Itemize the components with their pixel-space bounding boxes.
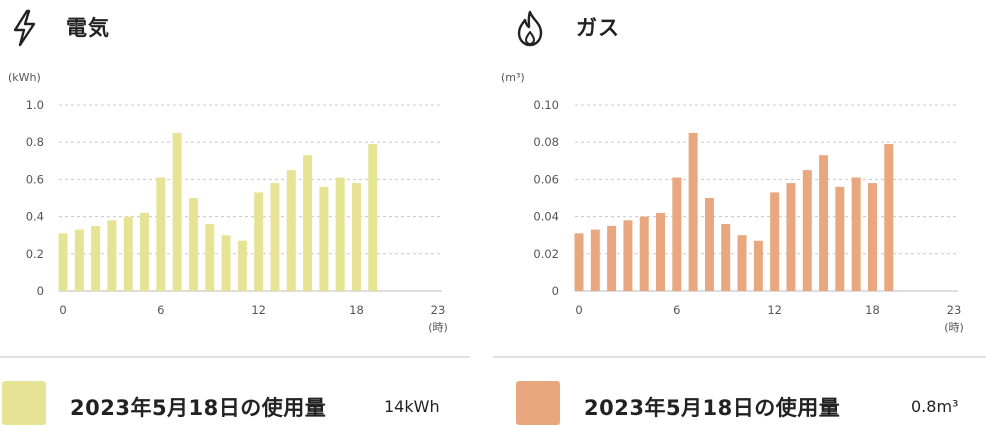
electricity-title: 電気 [66, 16, 110, 40]
y-tick-label: 0.02 [533, 247, 559, 261]
bar-hour-10 [737, 235, 747, 291]
x-tick-label: 0 [59, 303, 66, 317]
bar-hour-2 [607, 225, 617, 291]
y-tick-label: 1.0 [26, 98, 44, 112]
bar-hour-1 [590, 229, 600, 291]
bar-hour-1 [74, 229, 84, 291]
gas-panel: ガス (m³) 0 0.02 0.04 0.06 0.08 0.10 0 6 12 18 23 (時) … [493, 0, 986, 428]
gas-title: ガス [576, 16, 620, 40]
bar-hour-0 [574, 233, 584, 291]
y-tick-label: 0.04 [533, 210, 559, 224]
bar-hour-15 [819, 155, 829, 291]
bar-hour-4 [639, 216, 649, 291]
x-tick-label: 0 [575, 303, 582, 317]
gas-usage-value: 0.8m³ [911, 397, 959, 416]
bar-hour-3 [107, 220, 117, 291]
y-axis-unit: (kWh) [8, 71, 41, 84]
y-axis-unit: (m³) [501, 71, 525, 84]
x-axis-unit: (時) [428, 321, 448, 334]
x-axis-unit: (時) [944, 321, 964, 334]
bar-hour-19 [884, 144, 894, 291]
bar-hour-15 [303, 155, 313, 291]
flame-icon [515, 8, 545, 48]
bar-hour-18 [351, 183, 361, 291]
gas-chart: (m³) 0 0.02 0.04 0.06 0.08 0.10 0 6 12 18 23 (時) [501, 71, 964, 334]
x-tick-label: 18 [865, 303, 880, 317]
y-tick-label: 0.6 [26, 172, 44, 186]
x-tick-label: 23 [947, 303, 962, 317]
bar-hour-9 [205, 224, 215, 291]
bar-hour-16 [319, 186, 329, 291]
bar-hour-19 [368, 144, 378, 291]
y-tick-label: 0.08 [533, 135, 559, 149]
x-tick-label: 6 [673, 303, 680, 317]
x-tick-label: 18 [349, 303, 364, 317]
bar-hour-9 [721, 224, 731, 291]
electricity-swatch [2, 381, 46, 425]
electricity-chart: (kWh) 0 0.2 0.4 0.6 0.8 1.0 0 6 12 18 23 (時) [8, 71, 448, 334]
bar-hour-11 [237, 240, 247, 291]
lightning-icon [10, 8, 38, 48]
x-tick-label: 6 [157, 303, 164, 317]
x-tick-label: 12 [251, 303, 266, 317]
y-tick-label: 0.8 [26, 135, 44, 149]
bar-hour-5 [140, 212, 150, 291]
y-tick-label: 0.4 [26, 210, 44, 224]
gas-day-label: 2023年5月18日の使用量 [584, 396, 841, 420]
y-tick-label: 0.10 [533, 98, 559, 112]
bar-hour-6 [672, 177, 682, 291]
gas-swatch [516, 381, 560, 425]
bar-hour-5 [656, 212, 666, 291]
bar-hour-17 [851, 177, 861, 291]
divider [0, 356, 470, 358]
bar-hour-14 [286, 170, 296, 291]
bar-hour-3 [623, 220, 633, 291]
x-tick-label: 23 [431, 303, 446, 317]
y-tick-label: 0.06 [533, 172, 559, 186]
bar-hour-0 [58, 233, 68, 291]
bar-hour-2 [91, 225, 101, 291]
electricity-usage-value: 14kWh [384, 397, 440, 416]
bar-hour-13 [270, 183, 280, 291]
y-tick-label: 0.2 [26, 247, 44, 261]
bar-hour-13 [786, 183, 796, 291]
x-tick-label: 12 [767, 303, 782, 317]
electricity-day-label: 2023年5月18日の使用量 [70, 396, 327, 420]
bar-hour-17 [335, 177, 345, 291]
bar-hour-4 [123, 216, 133, 291]
bar-hour-12 [254, 192, 264, 291]
divider [493, 356, 986, 358]
bar-hour-7 [172, 132, 182, 291]
y-tick-label: 0 [37, 284, 44, 298]
y-tick-label: 0 [552, 284, 559, 298]
bar-hour-16 [835, 186, 845, 291]
bar-hour-10 [221, 235, 231, 291]
bar-hour-8 [188, 198, 198, 291]
bar-hour-18 [867, 183, 877, 291]
bar-hour-8 [704, 198, 714, 291]
bar-hour-6 [156, 177, 166, 291]
bar-hour-12 [770, 192, 780, 291]
bar-hour-11 [753, 240, 763, 291]
electricity-panel: 電気 (kWh) 0 0.2 0.4 0.6 0.8 1.0 0 6 12 18 23 (時) 2023… [0, 8, 470, 425]
bar-hour-7 [688, 132, 698, 291]
bar-hour-14 [802, 170, 812, 291]
